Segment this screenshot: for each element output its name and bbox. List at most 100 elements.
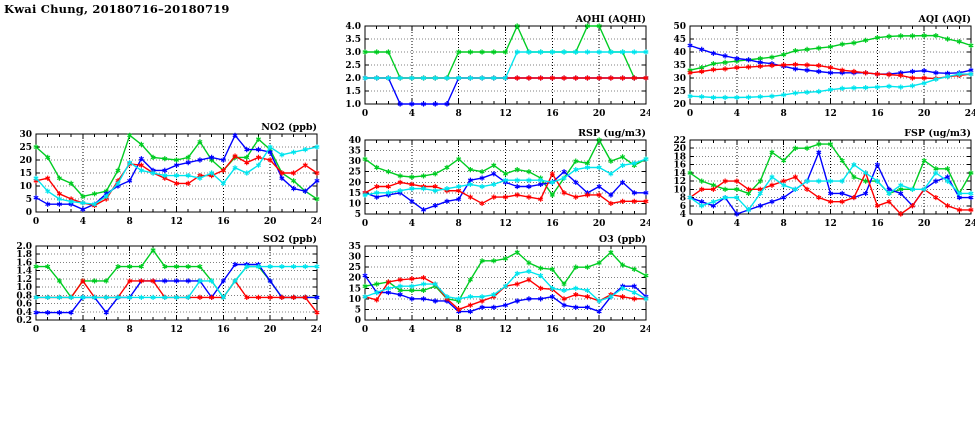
xtick-label: 16 — [546, 325, 559, 335]
xtick-label: 16 — [217, 325, 230, 335]
ytick-label: 0 — [355, 316, 361, 326]
ytick-label: 14 — [673, 169, 686, 179]
chart-panel-aqhi: AQHI (AQHI) 1.0 1.5 2.0 2.5 3.0 3.5 4.0 0 4 8 12 16 2… — [335, 12, 650, 120]
series-series4-so2 — [33, 263, 320, 300]
ytick-label: 5 — [355, 305, 361, 315]
chart-panel-fsp: FSP (ug/m3) 4 6 8 10 12 14 16 18 20 22 0 4 8 12 16 20 24 — [660, 126, 975, 230]
ytick-label: 3.0 — [345, 48, 361, 58]
panel-title-so2: SO2 (ppb) — [263, 234, 317, 245]
series-series4-no2 — [33, 144, 320, 207]
ytick-label: 20 — [348, 178, 361, 188]
ytick-label: 30 — [348, 253, 361, 263]
ytick-label: 6 — [680, 202, 686, 212]
xtick-label: 8 — [456, 219, 462, 229]
ytick-label: 8 — [680, 194, 686, 204]
ytick-label: 30 — [19, 130, 32, 140]
xtick-label: 12 — [824, 219, 837, 229]
series-markers — [362, 137, 649, 198]
series-markers — [687, 71, 974, 101]
xtick-label: 24 — [640, 325, 650, 335]
xtick-label: 20 — [593, 219, 606, 229]
ytick-label: 25 — [348, 168, 361, 178]
xtick-label: 24 — [640, 109, 650, 119]
xtick-label: 24 — [965, 219, 975, 229]
panel-title-o3: O3 (ppb) — [599, 234, 646, 245]
ytick-label: 10 — [348, 199, 361, 209]
chart-panel-aqi: AQI (AQI) 20 25 30 35 40 45 50 0 4 8 12 16 20 24 — [660, 12, 975, 120]
ytick-label: 0.6 — [16, 300, 32, 310]
ytick-label: 1.2 — [16, 275, 32, 285]
panel-title-fsp: FSP (ug/m3) — [904, 128, 971, 139]
ytick-label: 10 — [673, 185, 686, 195]
xtick-label: 4 — [80, 217, 86, 227]
ytick-label: 35 — [348, 147, 361, 157]
series-markers — [687, 162, 974, 213]
xtick-label: 8 — [127, 217, 133, 227]
series-series4-aqi — [687, 71, 974, 101]
panel-title-rsp: RSP (ug/m3) — [578, 128, 646, 139]
ytick-label: 45 — [673, 35, 686, 45]
ytick-label: 20 — [348, 274, 361, 284]
xtick-label: 0 — [362, 109, 368, 119]
xtick-label: 0 — [362, 325, 368, 335]
xtick-label: 0 — [33, 217, 39, 227]
series-markers — [33, 144, 320, 207]
ytick-label: 2.5 — [345, 61, 361, 71]
panel-title-aqhi: AQHI (AQHI) — [575, 14, 646, 25]
series-markers — [362, 268, 649, 304]
panel-title-no2: NO2 (ppb) — [261, 122, 317, 133]
ytick-label: 2.0 — [345, 74, 361, 84]
series-series4-fsp — [687, 162, 974, 213]
xtick-label: 20 — [593, 325, 606, 335]
ytick-label: 50 — [673, 22, 686, 32]
ytick-label: 20 — [673, 100, 686, 110]
xtick-label: 12 — [170, 217, 183, 227]
series-series1-rsp — [362, 137, 649, 198]
ytick-label: 3.5 — [345, 35, 361, 45]
ytick-label: 5 — [26, 195, 32, 205]
xtick-label: 16 — [871, 109, 884, 119]
ytick-label: 1.5 — [345, 87, 361, 97]
xtick-label: 4 — [409, 219, 415, 229]
xtick-label: 4 — [80, 325, 86, 335]
ytick-label: 4 — [680, 210, 686, 220]
xtick-label: 8 — [781, 109, 787, 119]
xtick-label: 20 — [264, 325, 277, 335]
xtick-label: 0 — [362, 219, 368, 229]
ytick-label: 0 — [26, 208, 32, 218]
xtick-label: 20 — [918, 219, 931, 229]
ytick-label: 20 — [673, 144, 686, 154]
ytick-label: 40 — [673, 48, 686, 58]
xtick-label: 12 — [499, 109, 512, 119]
xtick-label: 16 — [217, 217, 230, 227]
chart-panel-o3: O3 (ppb) 0 5 10 15 20 25 30 35 0 4 8 12 16 20 24 — [335, 232, 650, 336]
page-title: Kwai Chung, 20180716–20180719 — [4, 2, 230, 16]
xtick-label: 20 — [593, 109, 606, 119]
chart-panel-so2: SO2 (ppb) 0.2 0.4 0.6 0.8 1.0 1.2 1.4 1.6 1.8 2.0 0… — [6, 232, 321, 336]
ytick-label: 15 — [19, 169, 32, 179]
series-series4-rsp — [362, 156, 649, 198]
xtick-label: 24 — [640, 219, 650, 229]
xtick-label: 24 — [311, 217, 321, 227]
xtick-label: 8 — [127, 325, 133, 335]
xtick-label: 4 — [734, 219, 740, 229]
ytick-label: 0.4 — [16, 308, 32, 318]
ytick-label: 1.4 — [16, 267, 32, 277]
ytick-label: 10 — [348, 295, 361, 305]
xtick-label: 20 — [918, 109, 931, 119]
ytick-label: 22 — [673, 136, 686, 146]
xtick-label: 4 — [734, 109, 740, 119]
panel-title-aqi: AQI (AQI) — [918, 14, 971, 25]
ytick-label: 0.2 — [16, 316, 32, 326]
xtick-label: 12 — [499, 219, 512, 229]
xtick-label: 8 — [456, 325, 462, 335]
series-series4-aqhi — [362, 49, 649, 81]
xtick-label: 20 — [264, 217, 277, 227]
xtick-label: 16 — [871, 219, 884, 229]
ytick-label: 18 — [673, 152, 686, 162]
ytick-label: 1.0 — [345, 100, 361, 110]
ytick-label: 35 — [348, 242, 361, 252]
xtick-label: 24 — [311, 325, 321, 335]
ytick-label: 5 — [355, 210, 361, 220]
xtick-label: 8 — [456, 109, 462, 119]
